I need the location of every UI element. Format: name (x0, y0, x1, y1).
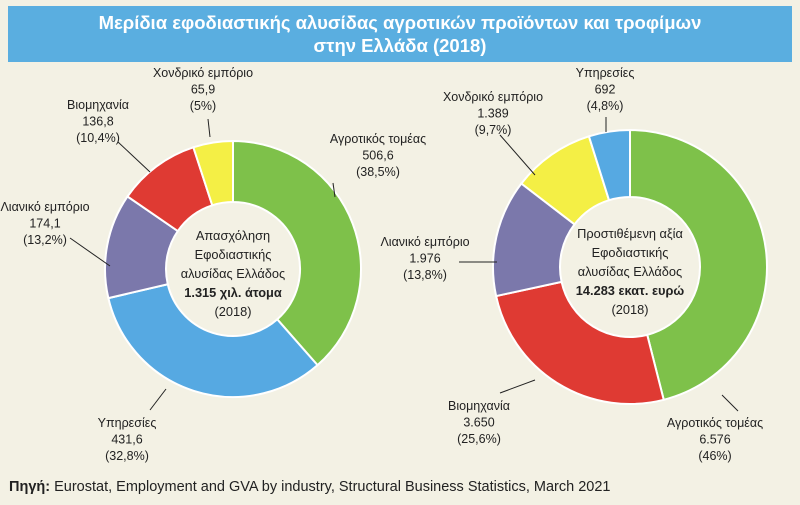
donut-center-text: Προστιθέμενη αξία Εφοδιαστικής αλυσίδας Ελ… (576, 226, 685, 317)
leader-line-agriculture (721, 394, 739, 412)
value-added-donut-chart: Αγροτικός τομέας 6.576 (46%) Βιομηχανία 3.65… (380, 66, 768, 463)
donut-slice-services (587, 128, 631, 202)
donut-slice-industry (494, 280, 665, 405)
employment-donut-chart: Αγροτικός τομέας 506,6 (38,5%) Υπηρεσίες 431… (0, 66, 426, 463)
source-text: Eurostat, Employment and GVA by industry… (50, 479, 611, 495)
source-note: Πηγή: Eurostat, Employment and GVA by in… (9, 479, 610, 495)
slice-label-industry: Βιομηχανία 3.650 (25,6%) (448, 399, 510, 446)
donut-slice-agriculture (232, 139, 362, 367)
leader-line-industry (117, 141, 151, 173)
leader-line-wholesale (207, 118, 211, 138)
leader-line-services (149, 388, 167, 411)
leader-line-industry (499, 379, 536, 394)
slice-label-industry: Βιομηχανία 136,8 (10,4%) (67, 98, 129, 145)
source-label: Πηγή: (9, 479, 51, 495)
slice-label-retail: Λιανικό εμπόριο 1.976 (13,8%) (380, 235, 469, 282)
slice-label-wholesale: Χονδρικό εμπόριο 65,9 (5%) (153, 66, 253, 113)
leader-line-retail (69, 237, 111, 267)
leader-line-agriculture (332, 182, 336, 198)
donut-slice-agriculture (629, 128, 768, 401)
slice-label-agriculture: Αγροτικός τομέας 6.576 (46%) (667, 416, 763, 463)
donut-slice-wholesale (192, 139, 234, 207)
donut-slice-services (107, 283, 319, 398)
chart-title-line2: στην Ελλάδα (2018) (313, 35, 487, 56)
slice-label-retail: Λιανικό εμπόριο 174,1 (13,2%) (0, 200, 89, 247)
leader-line-wholesale (499, 134, 536, 176)
chart-title-line1: Μερίδια εφοδιαστικής αλυσίδας αγροτικών … (98, 12, 702, 33)
slice-label-wholesale: Χονδρικό εμπόριο 1.389 (9,7%) (443, 90, 543, 137)
slice-label-services: Υπηρεσίες 431,6 (32,8%) (98, 416, 157, 463)
slice-label-agriculture: Αγροτικός τομέας 506,6 (38,5%) (330, 132, 426, 179)
chart-title-banner: Μερίδια εφοδιαστικής αλυσίδας αγροτικών … (8, 6, 792, 62)
donut-center-text: Απασχόληση Εφοδιαστικής αλυσίδας Ελλάδος 1.… (181, 228, 285, 319)
slice-label-services: Υπηρεσίες 692 (4,8%) (576, 66, 635, 113)
